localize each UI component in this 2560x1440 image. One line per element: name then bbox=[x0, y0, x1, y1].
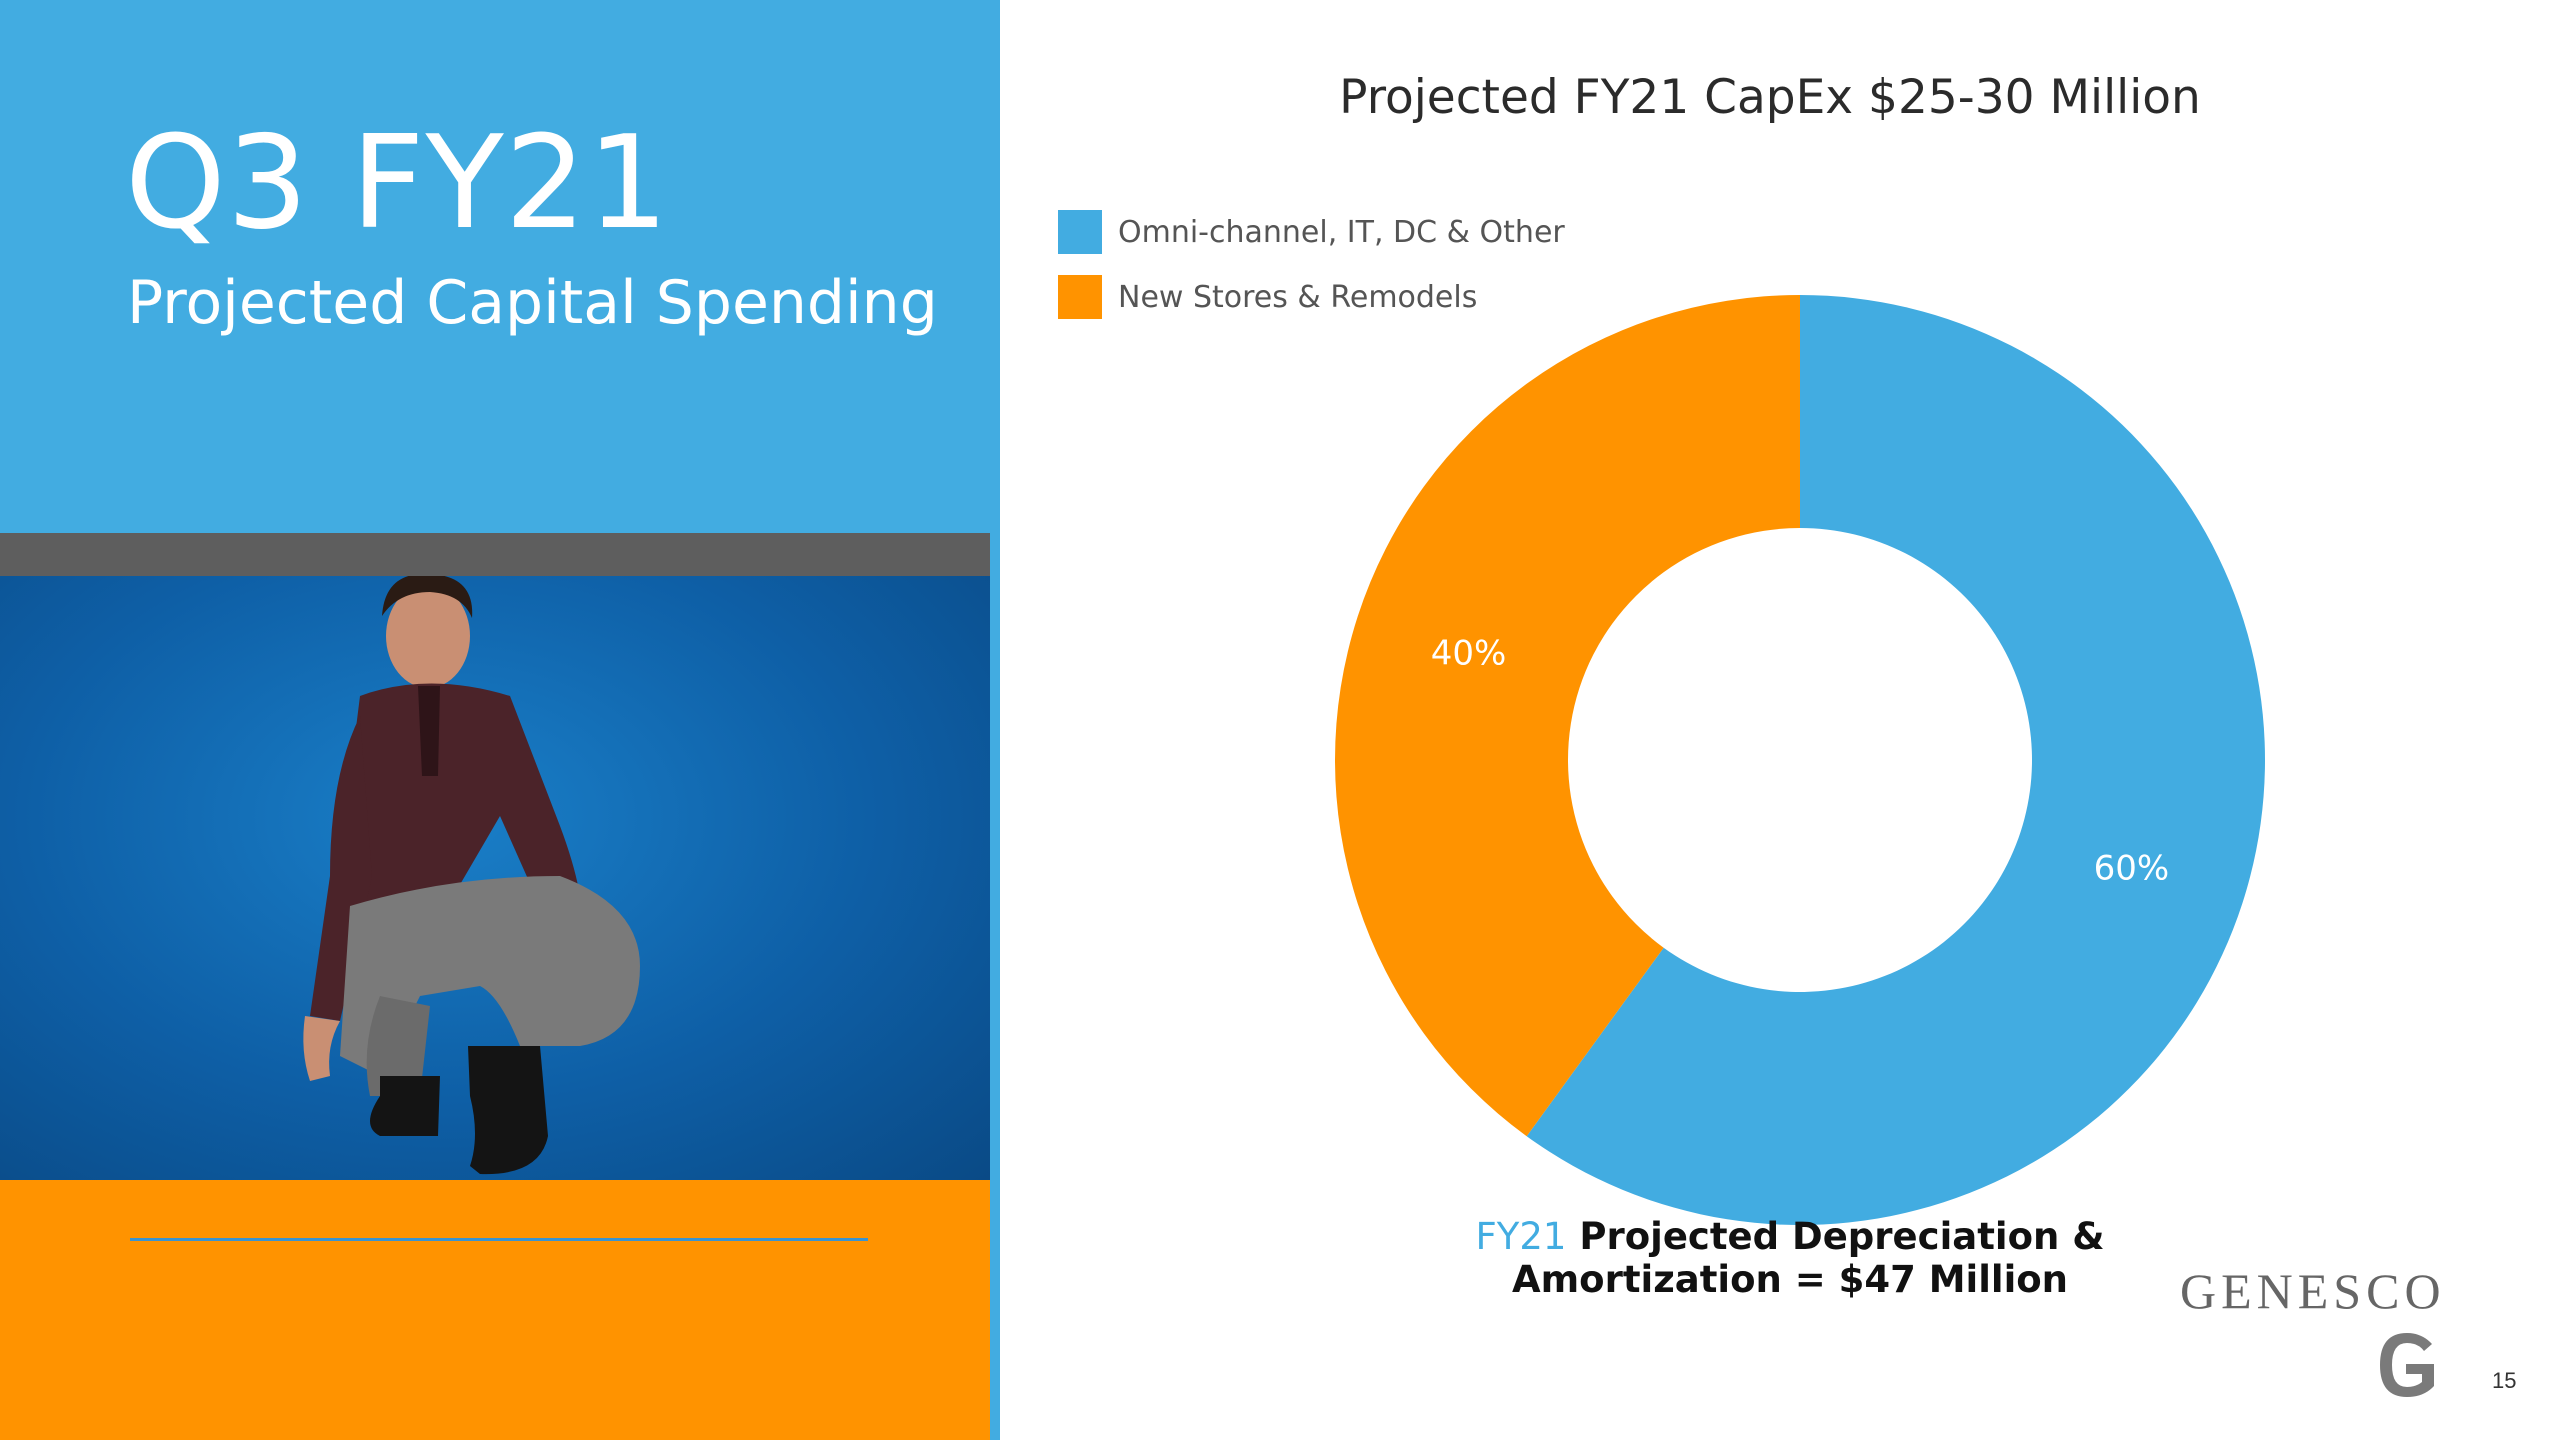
page-number: 15 bbox=[2492, 1368, 2517, 1393]
orange-footer-panel bbox=[0, 1180, 990, 1440]
legend-item-stores: New Stores & Remodels bbox=[1058, 275, 1477, 319]
chart-title: Projected FY21 CapEx $25-30 Million bbox=[1339, 70, 2201, 125]
legend-swatch-omni bbox=[1058, 210, 1102, 254]
slide-subheading: Projected Capital Spending bbox=[127, 268, 938, 338]
model-photo bbox=[0, 576, 990, 1180]
genesco-g-logo-icon bbox=[2380, 1333, 2434, 1397]
crouching-man-illustration bbox=[303, 576, 640, 1175]
donut-data-label-0: 60% bbox=[2094, 849, 2170, 889]
donut-chart: 60% 40% bbox=[1334, 295, 2265, 1225]
slide-heading: Q3 FY21 bbox=[125, 109, 670, 258]
footnote-line1: Projected Depreciation & bbox=[1579, 1215, 2105, 1258]
depreciation-note: FY21 Projected Depreciation & Amortizati… bbox=[1440, 1215, 2140, 1301]
legend-label-stores: New Stores & Remodels bbox=[1118, 279, 1478, 315]
footnote-accent: FY21 bbox=[1475, 1215, 1567, 1258]
donut-data-label-1: 40% bbox=[1431, 633, 1507, 673]
legend-swatch-stores bbox=[1058, 275, 1102, 319]
title-panel bbox=[0, 0, 1000, 533]
donut-slice-1 bbox=[1334, 295, 1800, 1137]
brand-wordmark: GENESCO bbox=[2180, 1263, 2446, 1319]
gray-band bbox=[0, 533, 990, 576]
legend-item-omni: Omni-channel, IT, DC & Other bbox=[1058, 210, 1565, 254]
legend-label-omni: Omni-channel, IT, DC & Other bbox=[1118, 214, 1565, 250]
panel-divider bbox=[990, 533, 1000, 1440]
decorative-rule bbox=[130, 1238, 868, 1241]
donut-slice-0 bbox=[1526, 295, 2265, 1225]
footnote-line2: Amortization = $47 Million bbox=[1511, 1258, 2069, 1301]
